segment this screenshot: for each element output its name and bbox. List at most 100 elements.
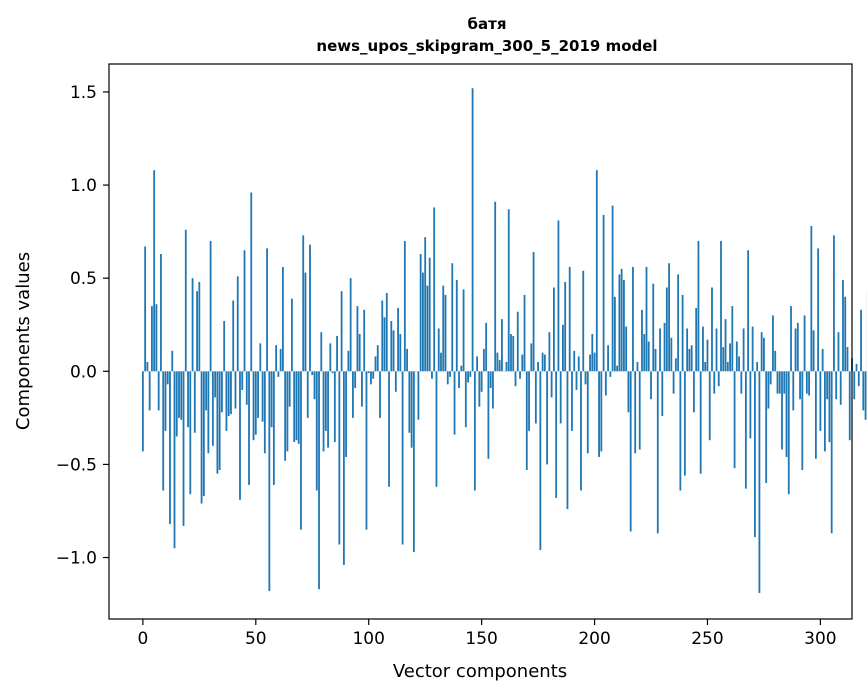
bar — [327, 371, 329, 448]
bar — [571, 371, 573, 431]
bar — [383, 317, 386, 372]
bar — [539, 371, 542, 551]
bar — [178, 371, 180, 418]
bar — [173, 371, 176, 549]
bar — [193, 371, 196, 433]
bar — [521, 354, 524, 372]
bar — [401, 371, 404, 545]
bar — [654, 348, 657, 372]
bar — [835, 371, 838, 400]
bar — [595, 170, 598, 372]
bar — [749, 371, 752, 439]
bar — [428, 257, 431, 372]
bar — [412, 371, 415, 552]
bar — [480, 371, 483, 392]
bar — [577, 356, 580, 372]
bar — [702, 326, 704, 372]
bar — [478, 371, 481, 407]
bar — [672, 371, 675, 394]
bar — [293, 371, 296, 443]
bar — [261, 371, 264, 422]
bar — [776, 371, 779, 394]
bar — [453, 371, 456, 435]
bar — [180, 371, 183, 420]
bar — [440, 352, 442, 372]
bar — [857, 371, 860, 387]
bar — [756, 361, 759, 372]
bar — [801, 371, 804, 471]
bar — [295, 371, 298, 441]
bar — [245, 371, 248, 405]
bar — [370, 371, 372, 385]
bar — [814, 371, 817, 459]
bar — [747, 250, 750, 372]
bar — [663, 322, 666, 372]
bar — [410, 371, 413, 448]
bar — [257, 371, 259, 418]
bar — [315, 371, 318, 491]
bar — [751, 326, 754, 372]
bar — [548, 332, 551, 372]
bar — [164, 371, 167, 431]
bar — [263, 371, 266, 454]
bar — [787, 371, 790, 495]
bar — [514, 371, 517, 387]
bar — [169, 371, 171, 525]
bar — [281, 267, 284, 372]
bar — [198, 281, 201, 372]
bar — [184, 229, 187, 372]
bar — [650, 371, 652, 400]
bar — [275, 345, 278, 372]
bar — [634, 371, 637, 454]
bar — [618, 274, 621, 372]
bar — [214, 371, 217, 398]
bar — [693, 371, 695, 413]
bar — [753, 371, 756, 538]
bar — [543, 354, 546, 372]
bar — [268, 371, 271, 592]
bar — [390, 321, 393, 372]
bar — [394, 371, 397, 392]
bar — [494, 201, 497, 372]
bar — [361, 371, 363, 407]
bar — [223, 321, 226, 372]
bar — [573, 350, 576, 372]
bar — [516, 311, 519, 372]
bar — [473, 371, 476, 491]
bar — [146, 361, 149, 372]
bar — [313, 371, 316, 400]
bar — [589, 354, 591, 372]
bar — [403, 240, 406, 372]
bar — [187, 371, 189, 428]
bar — [733, 371, 736, 469]
bar — [318, 371, 320, 590]
bar — [284, 371, 287, 461]
bar — [688, 348, 691, 372]
x-tick-label: 50 — [245, 629, 267, 649]
bar — [593, 352, 596, 372]
bar — [153, 170, 156, 372]
bar — [598, 371, 600, 457]
bar — [537, 361, 539, 372]
bar — [458, 371, 460, 389]
y-tick-label: 0.0 — [70, 362, 97, 382]
bar — [252, 371, 255, 441]
bar — [557, 220, 560, 372]
bar — [202, 371, 205, 497]
bar — [349, 278, 352, 372]
bar — [221, 371, 223, 413]
bar — [550, 371, 553, 398]
bar — [309, 244, 311, 372]
bar — [151, 306, 153, 372]
bar — [469, 371, 472, 377]
bar — [455, 280, 458, 372]
bar — [460, 365, 463, 372]
bar — [259, 343, 262, 372]
bar — [322, 371, 325, 452]
bar — [735, 341, 738, 372]
bar — [783, 371, 786, 394]
bar — [711, 287, 713, 372]
bar — [638, 371, 641, 450]
bar — [266, 248, 268, 372]
